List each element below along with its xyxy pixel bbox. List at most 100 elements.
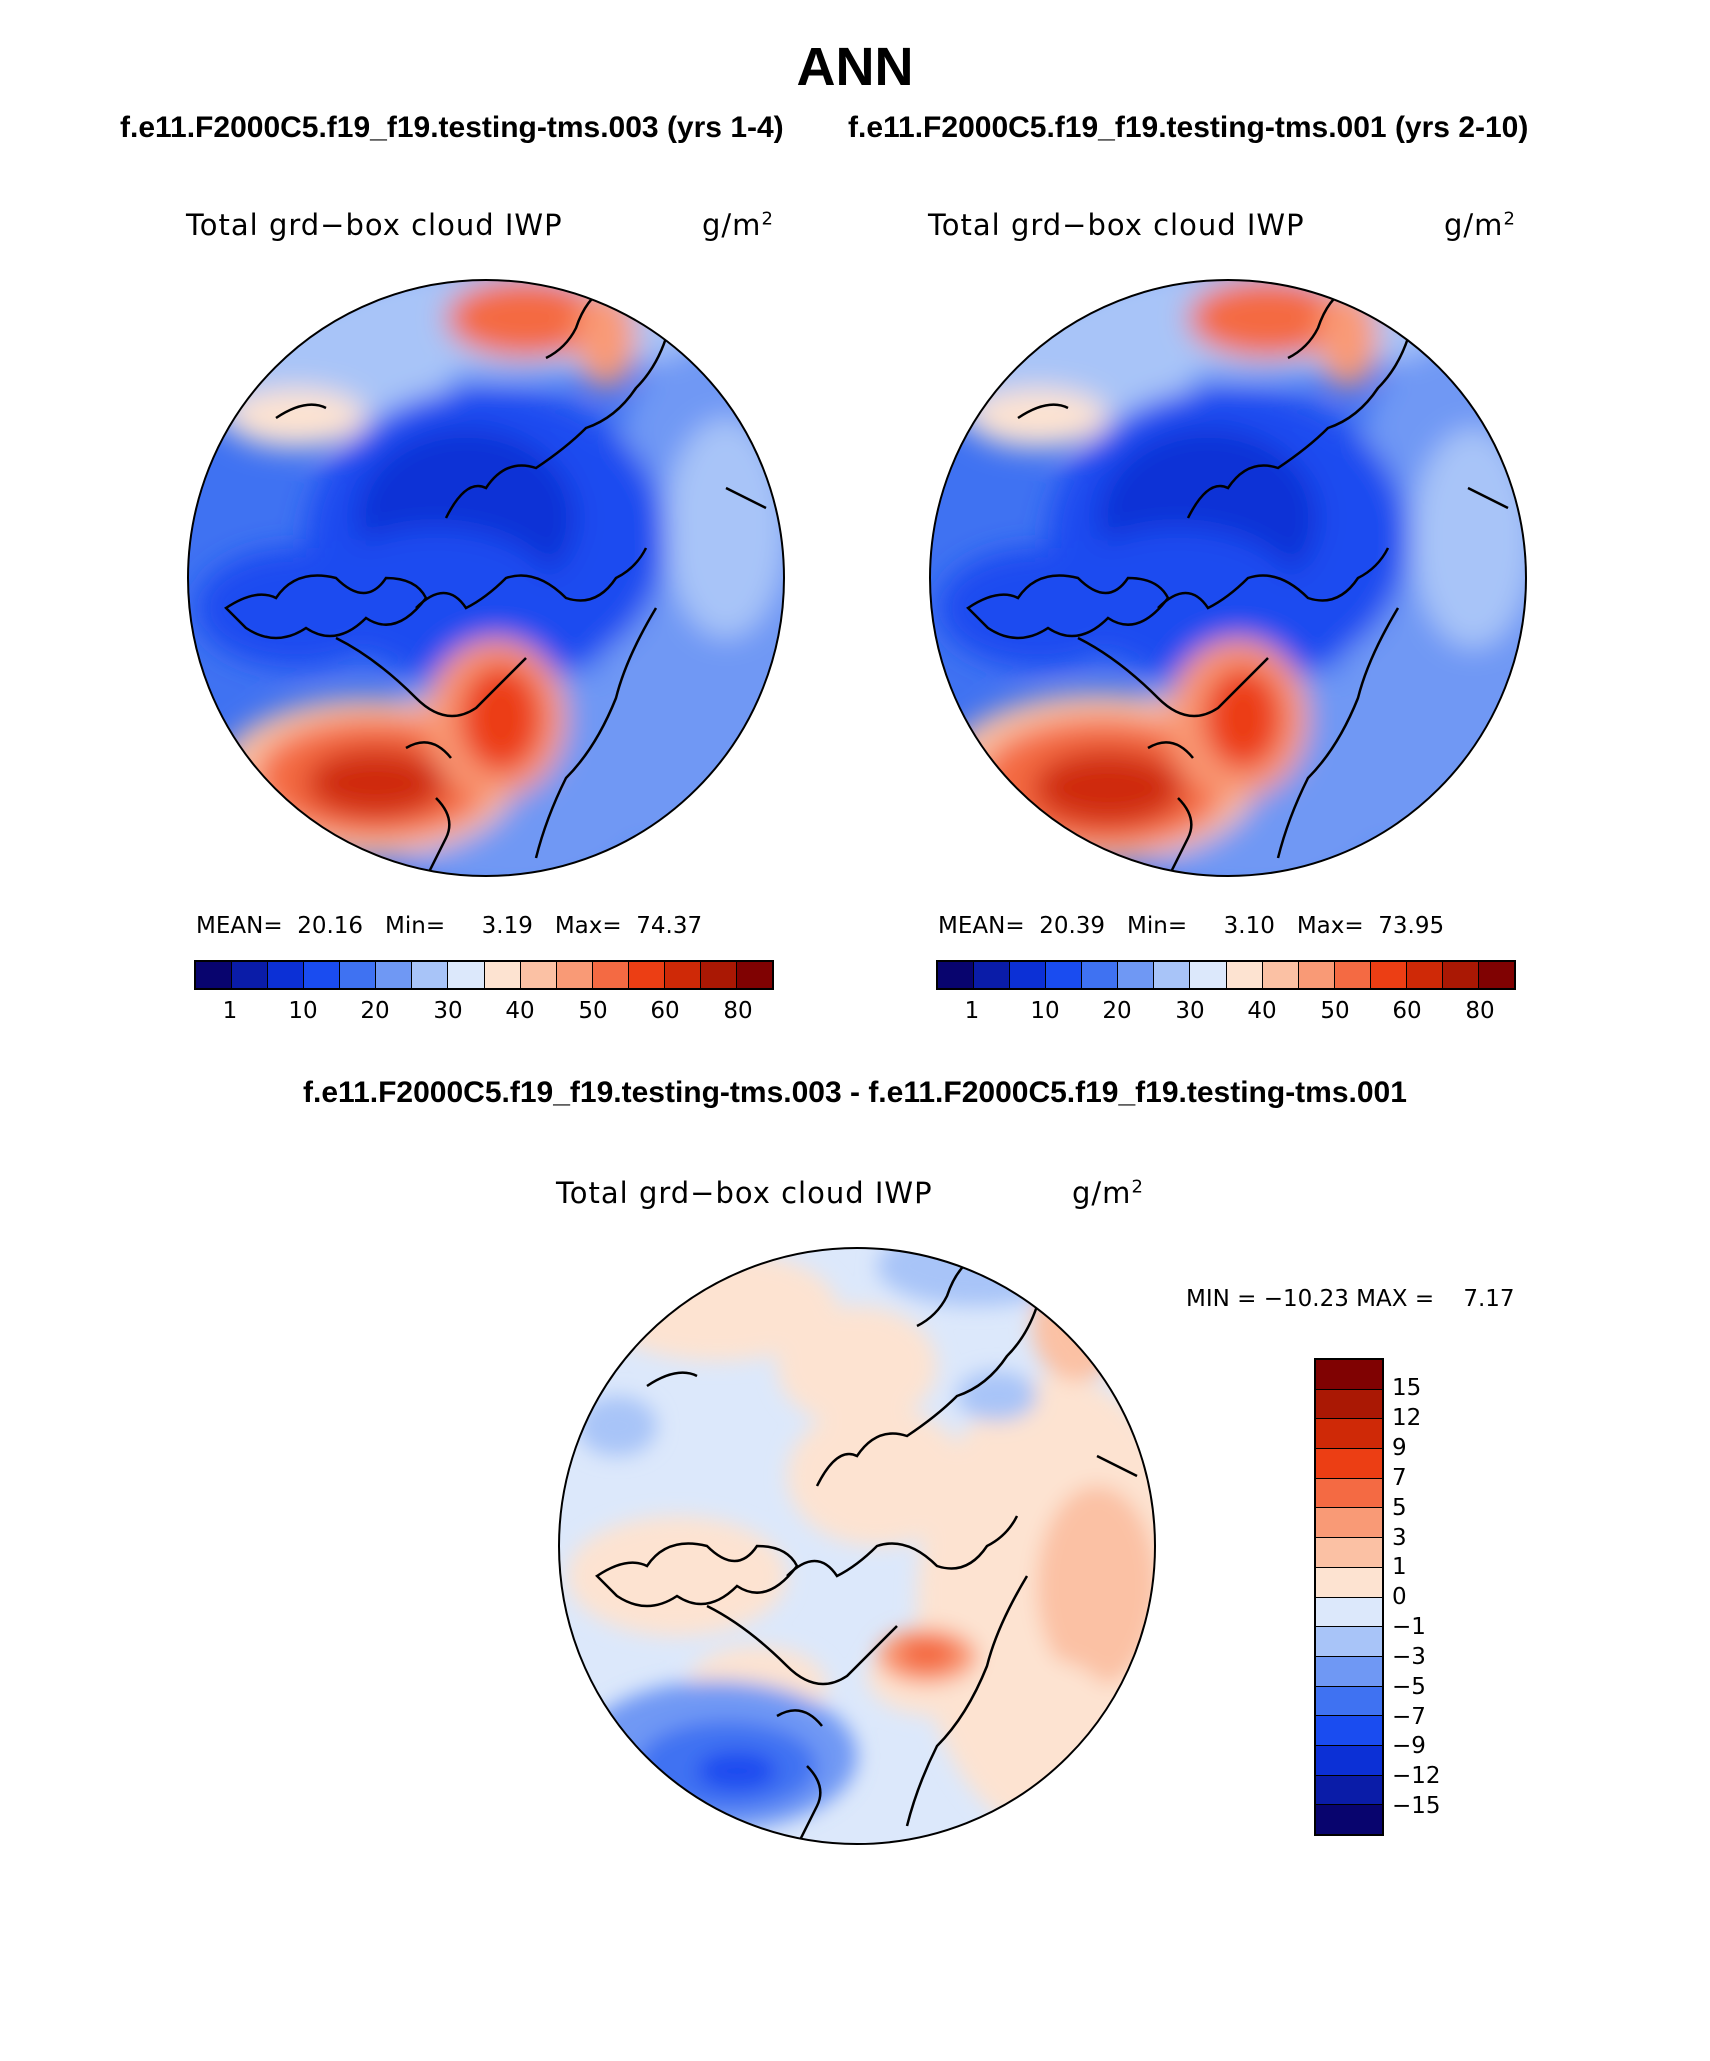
tick-label: −1 [1392,1614,1426,1640]
tick-label: 0 [1392,1584,1407,1610]
colorbar-swatch [1262,962,1299,988]
tick-label: −9 [1392,1733,1426,1759]
polar-map-right [929,279,1527,877]
colorbar-swatch [1316,1745,1382,1776]
colorbar-swatch [1442,962,1479,988]
tick-label: 50 [1320,998,1350,1024]
colorbar-swatch [1046,962,1083,988]
colorbar-swatch [1190,962,1227,988]
colorbar-swatch [1316,1775,1382,1806]
case-title-right: f.e11.F2000C5.f19_f19.testing-tms.001 (y… [848,111,1529,144]
colorbar-swatch [556,962,593,988]
colorbar-swatch [412,962,449,988]
colorbar-swatch [1316,1389,1382,1420]
colorbar-right [936,960,1516,990]
colorbar-swatch [1316,1656,1382,1687]
tick-label: 40 [505,998,535,1024]
colorbar-swatch [1316,1597,1382,1628]
tick-label: −15 [1392,1793,1441,1819]
polar-map-left [187,279,785,877]
colorbar-swatch [196,962,233,988]
tick-label: 80 [723,998,753,1024]
colorbar-swatch [1316,1508,1382,1539]
colorbar-swatch [700,962,737,988]
units-label-left: g/m2 [702,208,774,242]
colorbar-swatch [1316,1805,1382,1834]
tick-label: −5 [1392,1674,1426,1700]
tick-label: 5 [1392,1495,1407,1521]
colorbar-swatch [974,962,1011,988]
colorbar-swatch [1316,1419,1382,1450]
tick-label: 10 [1030,998,1060,1024]
tick-label: 20 [1102,998,1132,1024]
tick-label: −3 [1392,1644,1426,1670]
tick-label: 10 [288,998,318,1024]
colorbar-left [194,960,774,990]
colorbar-left-ticks: 1 10 20 30 40 50 60 80 [194,998,774,1028]
tick-label: 7 [1392,1465,1407,1491]
colorbar-swatch [628,962,665,988]
tick-label: 1 [222,998,238,1024]
tick-label: 50 [578,998,608,1024]
colorbar-swatch [1010,962,1047,988]
tick-label: −12 [1392,1763,1441,1789]
tick-label: 20 [360,998,390,1024]
tick-label: 3 [1392,1525,1407,1551]
colorbar-swatch [938,962,975,988]
colorbar-swatch [1316,1478,1382,1509]
colorbar-diff [1314,1358,1384,1836]
colorbar-right-ticks: 1 10 20 30 40 50 60 80 [936,998,1516,1028]
colorbar-swatch [1370,962,1407,988]
colorbar-swatch [268,962,305,988]
colorbar-swatch [232,962,269,988]
colorbar-swatch [304,962,341,988]
colorbar-swatch [1118,962,1155,988]
difference-title: f.e11.F2000C5.f19_f19.testing-tms.003 - … [303,1076,1407,1109]
tick-label: 15 [1392,1375,1422,1401]
tick-label: 80 [1465,998,1495,1024]
tick-label: 40 [1247,998,1277,1024]
colorbar-swatch [1082,962,1119,988]
colorbar-swatch [520,962,557,988]
colorbar-swatch [1478,962,1514,988]
tick-label: 12 [1392,1405,1422,1431]
tick-label: 30 [433,998,463,1024]
colorbar-swatch [1316,1538,1382,1568]
colorbar-swatch [1316,1686,1382,1717]
colorbar-swatch [1316,1627,1382,1657]
colorbar-swatch [1406,962,1443,988]
colorbar-swatch [1316,1567,1382,1598]
tick-label: 1 [964,998,980,1024]
colorbar-swatch [1334,962,1371,988]
colorbar-swatch [1298,962,1335,988]
variable-label-diff: Total grd−box cloud IWP [556,1176,933,1210]
variable-label-left: Total grd−box cloud IWP [186,208,563,242]
variable-label-right: Total grd−box cloud IWP [928,208,1305,242]
colorbar-swatch [664,962,701,988]
colorbar-swatch [376,962,413,988]
polar-map-diff [558,1247,1156,1845]
tick-label: 30 [1175,998,1205,1024]
colorbar-swatch [1226,962,1263,988]
colorbar-swatch [484,962,521,988]
colorbar-diff-ticks: 15 12 9 7 5 3 1 0 −1 −3 −5 −7 −9 −12 −15 [1392,1358,1472,1836]
tick-label: 60 [650,998,680,1024]
stats-diff: MIN = −10.23 MAX = 7.17 [1186,1286,1515,1312]
tick-label: 60 [1392,998,1422,1024]
tick-label: 1 [1392,1554,1407,1580]
tick-label: −7 [1392,1704,1426,1730]
colorbar-swatch [592,962,629,988]
colorbar-swatch [1316,1449,1382,1479]
colorbar-swatch [1316,1360,1382,1390]
colorbar-swatch [340,962,377,988]
colorbar-swatch [736,962,772,988]
units-label-diff: g/m2 [1072,1176,1144,1210]
stats-left: MEAN= 20.16 Min= 3.19 Max= 74.37 [196,913,703,939]
units-label-right: g/m2 [1444,208,1516,242]
colorbar-swatch [1154,962,1191,988]
colorbar-swatch [1316,1716,1382,1746]
tick-label: 9 [1392,1435,1407,1461]
page-title: ANN [796,37,914,97]
stats-right: MEAN= 20.39 Min= 3.10 Max= 73.95 [938,913,1445,939]
case-title-left: f.e11.F2000C5.f19_f19.testing-tms.003 (y… [120,111,784,144]
